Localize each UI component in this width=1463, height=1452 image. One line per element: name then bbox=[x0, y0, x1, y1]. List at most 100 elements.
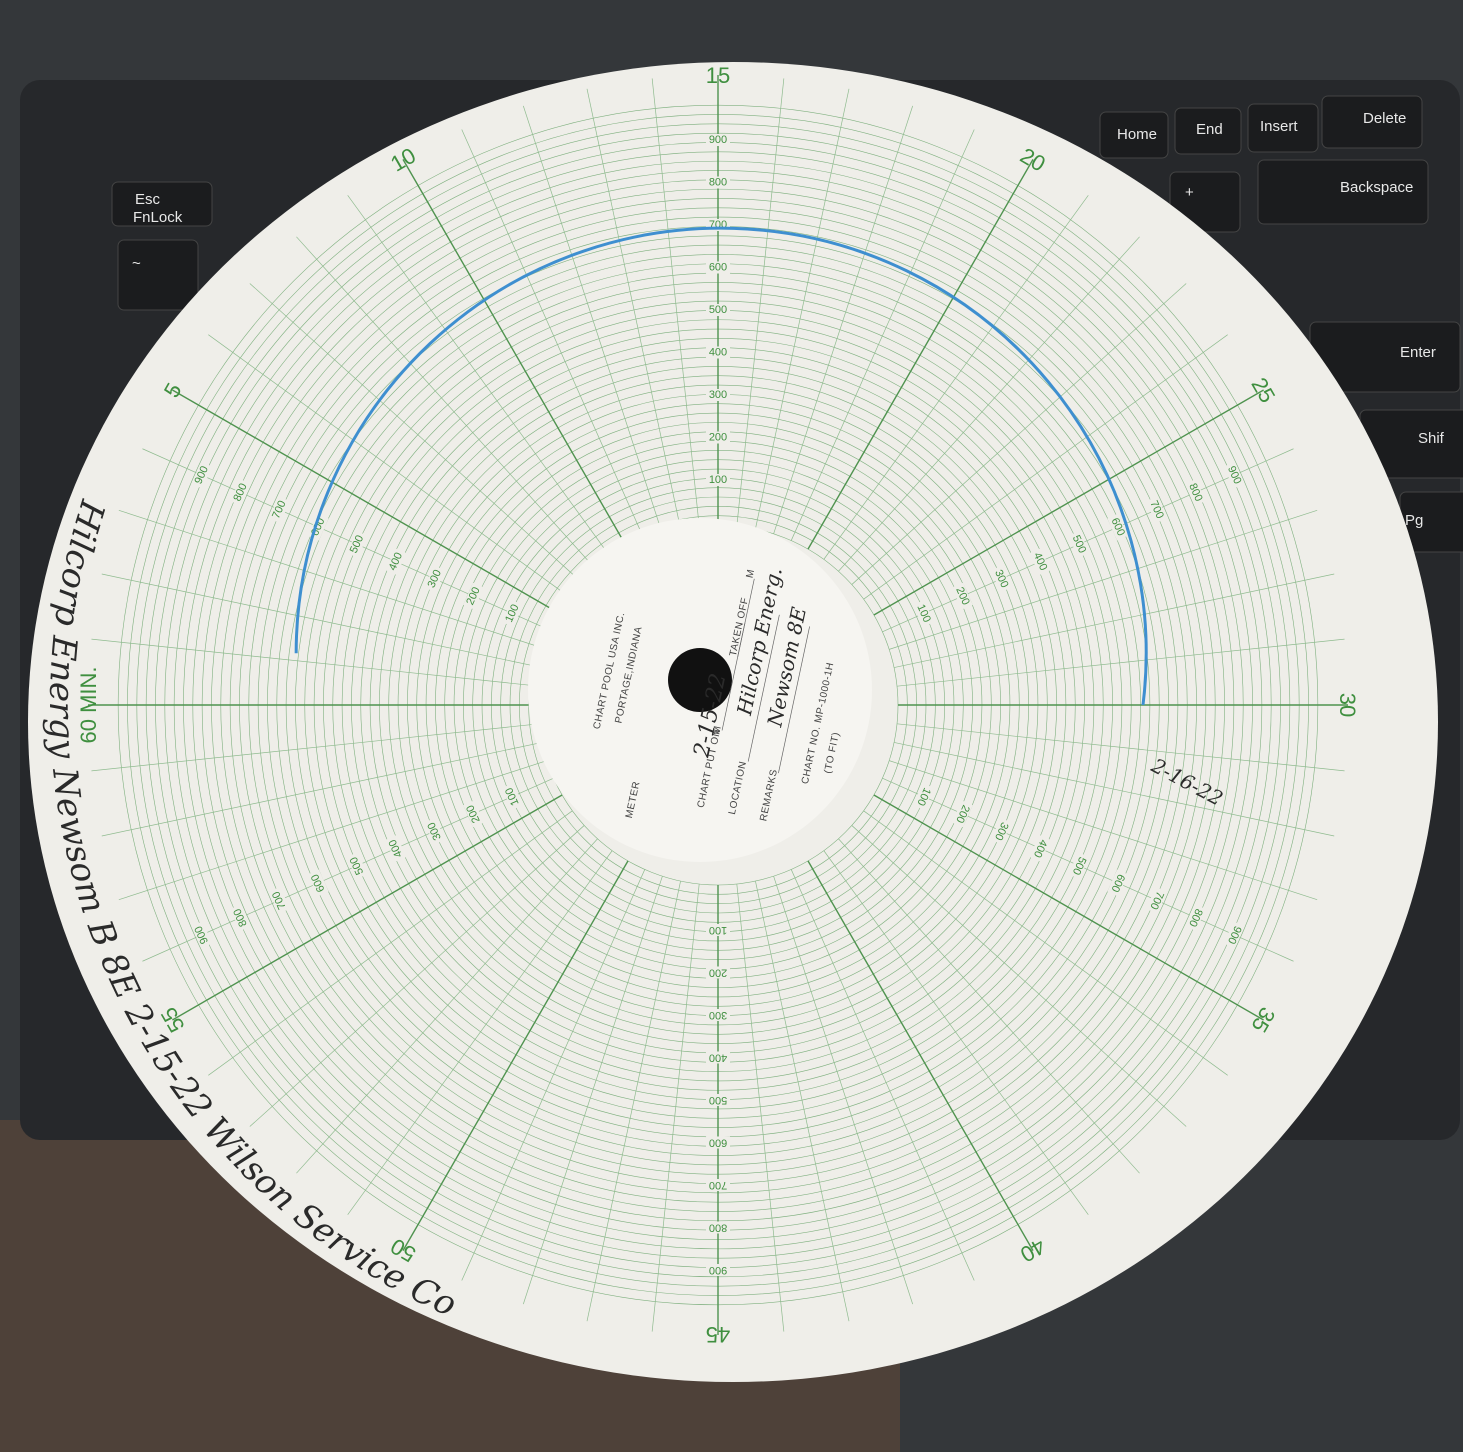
scale-label-bg bbox=[706, 176, 730, 189]
radial-line bbox=[838, 838, 1140, 1174]
minute-label: 60 MIN. bbox=[76, 666, 101, 743]
scale-label-bg bbox=[463, 582, 484, 610]
radial-line bbox=[296, 838, 598, 1174]
scale-label-bg bbox=[230, 904, 252, 931]
center-hole bbox=[668, 648, 732, 712]
hub-underline bbox=[737, 578, 755, 658]
radial-line bbox=[893, 573, 1335, 668]
radial-line bbox=[838, 236, 1140, 572]
key-label: Pg bbox=[1405, 512, 1423, 529]
radial-line bbox=[755, 880, 850, 1322]
scale-label-bg bbox=[191, 921, 213, 949]
scale-label-bg bbox=[346, 852, 368, 880]
radial-line bbox=[522, 876, 663, 1305]
key-label: ~ bbox=[132, 255, 141, 272]
scale-label-bg bbox=[990, 817, 1012, 845]
radial-line bbox=[651, 78, 700, 527]
scale-label-bg bbox=[1146, 886, 1167, 914]
key-label: End bbox=[1196, 121, 1223, 138]
scale-label-bg bbox=[706, 1221, 730, 1234]
key-label: FnLock bbox=[133, 209, 183, 226]
radial-line bbox=[807, 159, 1034, 550]
scale-label-bg bbox=[269, 496, 290, 524]
pen-trace bbox=[294, 226, 1148, 706]
key-label: Shif bbox=[1418, 430, 1445, 447]
scale-label-bg bbox=[990, 565, 1012, 593]
radial-line bbox=[790, 869, 975, 1281]
radial-line bbox=[208, 810, 573, 1076]
scale-label: 200 bbox=[709, 967, 727, 979]
radial-line bbox=[101, 573, 543, 668]
hub-underline bbox=[747, 614, 780, 762]
key bbox=[111, 181, 213, 227]
radial-line bbox=[863, 810, 1228, 1076]
radial-line bbox=[651, 883, 700, 1332]
key-label: Backspace bbox=[1340, 179, 1413, 196]
radial-line bbox=[249, 825, 585, 1127]
radial-line bbox=[736, 883, 785, 1332]
key bbox=[1099, 111, 1169, 159]
scale-label-bg bbox=[706, 1179, 730, 1191]
scale-label: 400 bbox=[709, 1052, 727, 1064]
radial-line bbox=[882, 777, 1294, 962]
key bbox=[117, 239, 199, 311]
hub-field: M bbox=[745, 568, 758, 579]
scale-label-bg bbox=[913, 600, 934, 627]
scale-label-bg bbox=[1068, 852, 1090, 880]
scale-label-bg bbox=[1223, 921, 1245, 949]
key-label: Esc bbox=[135, 191, 161, 208]
scale-label-bg bbox=[706, 1009, 730, 1021]
scale-label: 500 bbox=[709, 304, 727, 316]
scale-label-bg bbox=[952, 800, 973, 828]
radial-line bbox=[773, 876, 914, 1305]
radial-line bbox=[142, 777, 554, 962]
radial-line bbox=[823, 195, 1089, 560]
scale-label-bg bbox=[706, 346, 730, 359]
scale-label: 900 bbox=[709, 134, 727, 146]
key-label: Enter bbox=[1400, 344, 1436, 361]
radial-line bbox=[461, 129, 646, 541]
radial-line bbox=[208, 334, 573, 600]
radial-line bbox=[736, 78, 785, 527]
radial-line bbox=[101, 742, 543, 837]
scale-label-bg bbox=[706, 1264, 730, 1276]
radial-line bbox=[823, 850, 1089, 1215]
scale-label: 800 bbox=[709, 1222, 727, 1234]
key bbox=[1321, 95, 1423, 149]
radial-line bbox=[91, 723, 540, 772]
scale-label-bg bbox=[1184, 904, 1206, 931]
scale-label-bg bbox=[1029, 834, 1051, 862]
radial-line bbox=[522, 105, 663, 534]
scale-label-bg bbox=[1068, 530, 1090, 558]
scale-label-bg bbox=[706, 1136, 730, 1149]
scale-label-bg bbox=[706, 966, 730, 979]
radial-line bbox=[790, 129, 975, 541]
scale-label: 700 bbox=[709, 1179, 727, 1191]
scale-label-bg bbox=[1223, 461, 1245, 489]
scale-label-bg bbox=[1107, 869, 1129, 897]
scale-label-bg bbox=[706, 924, 730, 936]
radial-line bbox=[402, 159, 629, 550]
scale-label-bg bbox=[502, 600, 523, 627]
radial-line bbox=[118, 760, 547, 901]
key bbox=[1247, 103, 1319, 153]
radial-line bbox=[142, 448, 554, 633]
scale-label: 900 bbox=[709, 1264, 727, 1276]
radial-line bbox=[851, 283, 1187, 585]
scale-label-bg bbox=[706, 304, 730, 316]
scale-label-bg bbox=[1029, 548, 1051, 576]
scale-label-bg bbox=[706, 134, 730, 146]
scale-label-bg bbox=[1184, 479, 1206, 506]
scale-label-bg bbox=[502, 783, 523, 810]
radial-line bbox=[347, 850, 613, 1215]
radial-line bbox=[851, 825, 1187, 1127]
radial-line bbox=[807, 860, 1034, 1251]
scale-label-bg bbox=[706, 389, 730, 401]
scale-label-bg bbox=[913, 783, 934, 810]
scale-label-bg bbox=[191, 461, 213, 489]
radial-line bbox=[118, 509, 547, 650]
radial-line bbox=[755, 88, 850, 530]
scale-label-bg bbox=[706, 261, 730, 274]
